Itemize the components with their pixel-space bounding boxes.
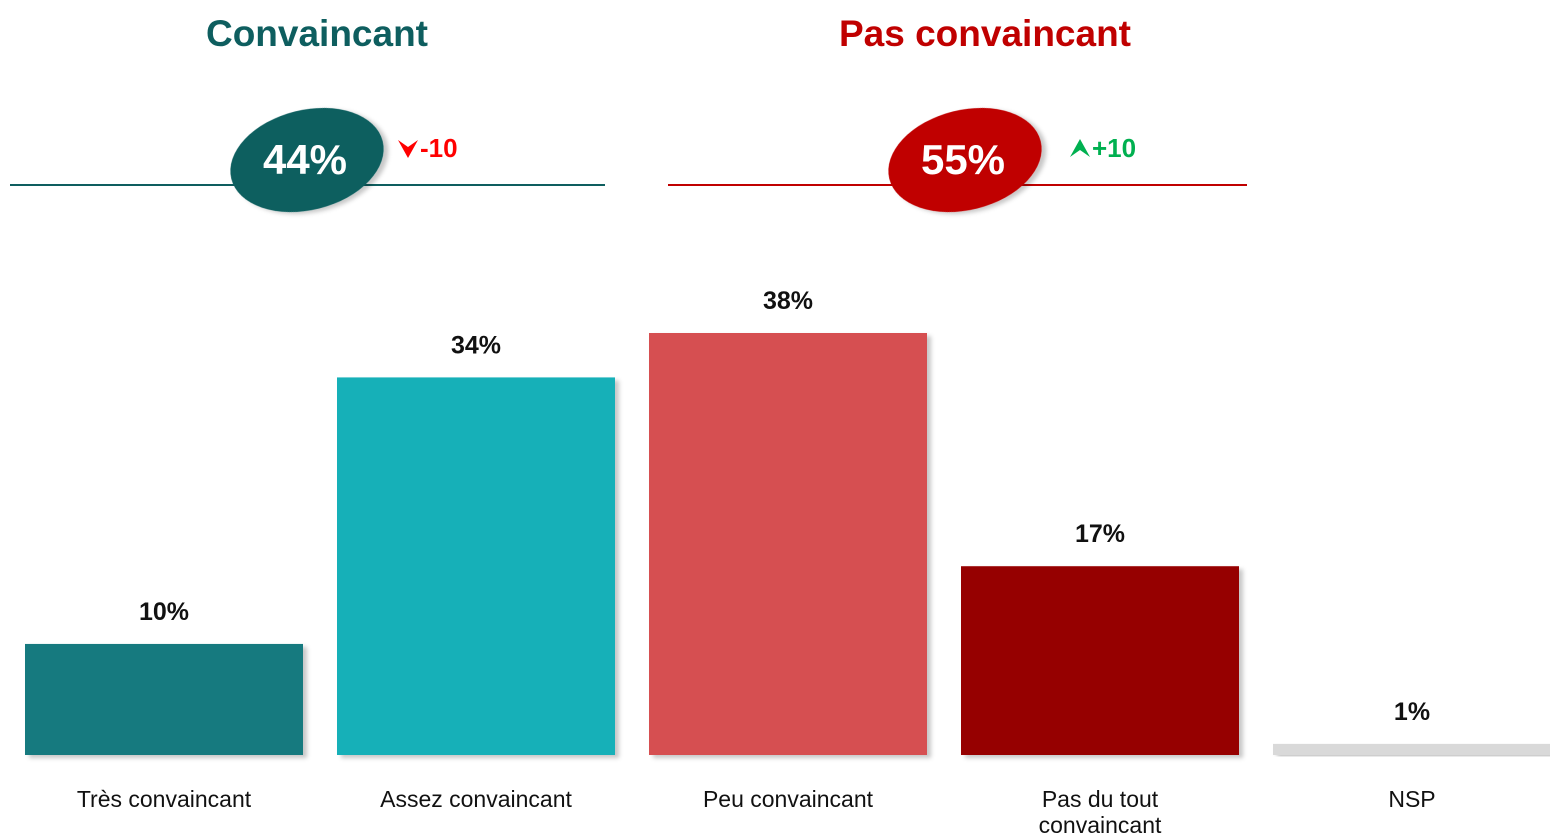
- bar: [25, 643, 303, 755]
- group-change: +10: [1092, 133, 1136, 163]
- category-label: Très convaincant: [76, 786, 252, 812]
- group-value: 44%: [263, 136, 347, 183]
- value-label: 34%: [451, 331, 501, 359]
- bar: [1273, 743, 1550, 755]
- category-label: Peu convaincant: [702, 786, 874, 812]
- change-arrow: [1070, 139, 1090, 157]
- value-label: 38%: [763, 287, 813, 315]
- group-value: 55%: [921, 136, 1005, 183]
- group-title: Convaincant: [206, 13, 428, 54]
- group-badge: [230, 107, 384, 213]
- value-label: 1%: [1394, 698, 1430, 726]
- category-label: NSP: [1388, 786, 1436, 812]
- group-change: -10: [420, 133, 458, 163]
- bar: [337, 377, 615, 755]
- group-badge: [888, 107, 1042, 213]
- category-label: Pas du tout convaincant: [1038, 786, 1162, 838]
- value-label: 10%: [139, 598, 189, 626]
- value-label: 17%: [1075, 520, 1125, 548]
- category-label: Assez convaincant: [380, 786, 572, 812]
- group-title: Pas convaincant: [839, 13, 1131, 54]
- bar: [649, 333, 927, 755]
- bar: [961, 566, 1239, 755]
- change-arrow: [398, 140, 418, 158]
